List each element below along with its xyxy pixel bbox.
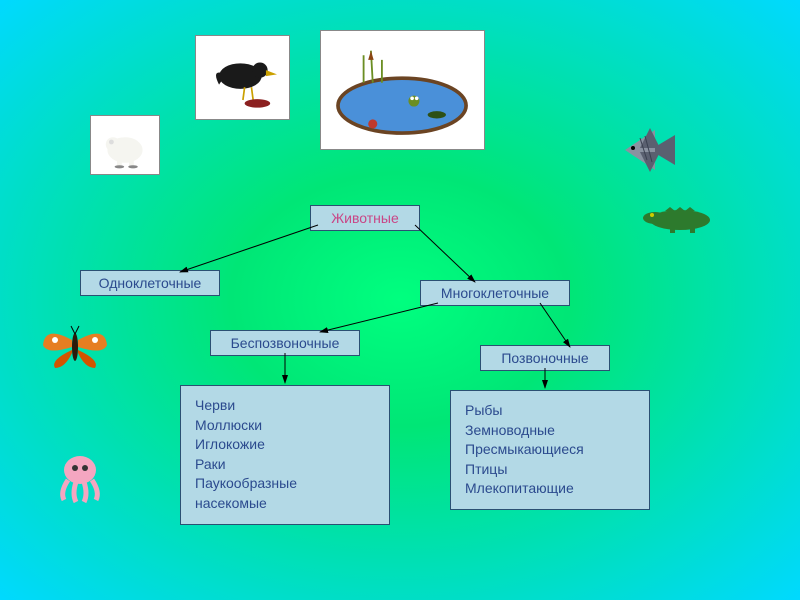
list-item: Птицы: [465, 460, 635, 480]
crocodile-icon: [640, 195, 720, 235]
list-item: Пресмыкающиеся: [465, 440, 635, 460]
node-label: Позвоночные: [501, 350, 588, 366]
node-vertebrates: Позвоночные: [480, 345, 610, 371]
list-item: Черви: [195, 396, 375, 416]
list-item: Моллюски: [195, 416, 375, 436]
crow-icon: [195, 35, 290, 120]
butterfly-icon: [35, 320, 115, 375]
angelfish-icon: [605, 120, 685, 180]
node-unicellular: Одноклеточные: [80, 270, 220, 296]
node-label: Одноклеточные: [99, 275, 202, 291]
list-item: Земноводные: [465, 421, 635, 441]
node-invertebrates: Беспозвоночные: [210, 330, 360, 356]
bear-icon: [90, 115, 160, 175]
node-label: Многоклеточные: [441, 285, 549, 301]
octopus-icon: [50, 450, 110, 505]
list-item: Иглокожие: [195, 435, 375, 455]
list-item: Раки: [195, 455, 375, 475]
vertebrates-list: Рыбы Земноводные Пресмыкающиеся Птицы Мл…: [450, 390, 650, 510]
list-item: насекомые: [195, 494, 375, 514]
list-item: Паукообразные: [195, 474, 375, 494]
list-item: Млекопитающие: [465, 479, 635, 499]
node-animals: Животные: [310, 205, 420, 231]
node-label: Животные: [331, 210, 399, 226]
list-item: Рыбы: [465, 401, 635, 421]
invertebrates-list: Черви Моллюски Иглокожие Раки Паукообраз…: [180, 385, 390, 525]
node-multicellular: Многоклеточные: [420, 280, 570, 306]
node-label: Беспозвоночные: [231, 335, 340, 351]
pond-icon: [320, 30, 485, 150]
